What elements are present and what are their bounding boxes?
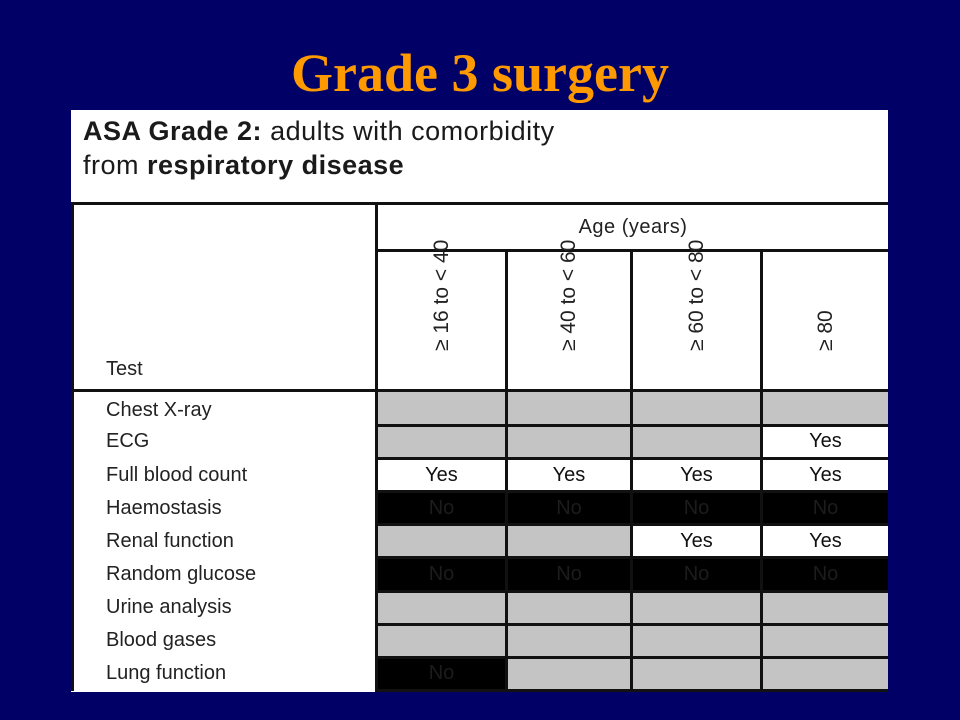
recommendation-cell-no: No — [760, 490, 888, 527]
table-body: Chest X-ray ECG Yes Full blood count Yes Yes Y… — [71, 389, 888, 692]
table-row: Renal function Yes Yes — [71, 523, 888, 560]
test-name-cell: ECG — [71, 425, 378, 459]
recommendation-cell-grey — [760, 389, 888, 427]
document-image: ASA Grade 2: adults with comorbidity fro… — [71, 110, 888, 692]
age-group-header: Age (years) — [375, 202, 888, 252]
table-row: Full blood count Yes Yes Yes Yes — [71, 456, 888, 494]
recommendation-cell-grey — [375, 389, 508, 427]
test-column-header: Test — [71, 202, 378, 392]
test-name-cell: Urine analysis — [71, 591, 378, 625]
age-band-header: ≥ 60 to < 80 — [630, 240, 763, 392]
heading-disease: respiratory disease — [147, 150, 405, 180]
test-name-cell: Random glucose — [71, 557, 378, 591]
recommendation-cell-grey — [375, 589, 508, 626]
table-row: Lung function No — [71, 655, 888, 692]
test-name-cell: Haemostasis — [71, 491, 378, 525]
recommendation-cell-grey — [375, 622, 508, 659]
test-name-cell: Lung function — [71, 657, 378, 691]
recommendation-cell-grey — [630, 589, 763, 626]
test-name-cell: Blood gases — [71, 624, 378, 658]
table-row: ECG Yes — [71, 423, 888, 460]
recommendation-cell-yes: Yes — [760, 523, 888, 560]
document-heading: ASA Grade 2: adults with comorbidity fro… — [83, 114, 555, 182]
table-header-row: Test Age (years) — [71, 202, 888, 392]
age-band-header: ≥ 80 — [760, 249, 888, 392]
recommendation-cell-no: No — [505, 490, 633, 527]
age-band-header: ≥ 16 to < 40 — [375, 240, 508, 392]
table-row: Urine analysis — [71, 589, 888, 626]
recommendation-cell-yes: Yes — [760, 423, 888, 460]
slide-title: Grade 3 surgery — [291, 43, 669, 103]
heading-line1-rest: adults with comorbidity — [262, 116, 555, 146]
recommendation-cell-grey — [760, 655, 888, 692]
recommendation-cell-grey — [505, 589, 633, 626]
table-row: Haemostasis No No No No — [71, 490, 888, 527]
recommendation-cell-no: No — [630, 556, 763, 593]
table-row: Chest X-ray — [71, 389, 888, 427]
test-name-cell: Chest X-ray — [71, 390, 378, 426]
recommendation-cell-yes: Yes — [505, 456, 633, 494]
recommendation-cell-yes: Yes — [375, 456, 508, 494]
recommendation-cell-grey — [630, 423, 763, 460]
age-band-row: ≥ 16 to < 40 ≥ 40 to < 60 ≥ 60 to < 80 ≥… — [73, 240, 888, 392]
recommendation-cell-grey — [760, 589, 888, 626]
recommendation-cell-yes: Yes — [630, 523, 763, 560]
age-band-header: ≥ 40 to < 60 — [505, 240, 633, 392]
recommendation-cell-no: No — [375, 655, 508, 692]
recommendation-cell-yes: Yes — [760, 456, 888, 494]
test-name-cell: Full blood count — [71, 458, 378, 492]
recommendation-cell-grey — [505, 389, 633, 427]
recommendation-cell-yes: Yes — [630, 456, 763, 494]
recommendation-cell-no: No — [375, 490, 508, 527]
recommendation-cell-no: No — [760, 556, 888, 593]
recommendation-cell-grey — [630, 655, 763, 692]
recommendation-cell-no: No — [630, 490, 763, 527]
recommendation-cell-no: No — [505, 556, 633, 593]
table-row: Blood gases — [71, 622, 888, 659]
recommendation-cell-grey — [375, 423, 508, 460]
table-row: Random glucose No No No No — [71, 556, 888, 593]
heading-grade: ASA Grade 2: — [83, 116, 263, 146]
recommendation-cell-grey — [505, 423, 633, 460]
recommendation-cell-grey — [375, 523, 508, 560]
preop-tests-table: Test Age (years) ≥ 16 to < 40 ≥ 40 to < … — [71, 202, 888, 692]
recommendation-cell-grey — [630, 389, 763, 427]
recommendation-cell-no: No — [375, 556, 508, 593]
recommendation-cell-grey — [630, 622, 763, 659]
recommendation-cell-grey — [505, 622, 633, 659]
recommendation-cell-grey — [505, 523, 633, 560]
test-name-cell: Renal function — [71, 524, 378, 558]
heading-line2-prefix: from — [83, 150, 148, 180]
recommendation-cell-grey — [760, 622, 888, 659]
recommendation-cell-grey — [505, 655, 633, 692]
